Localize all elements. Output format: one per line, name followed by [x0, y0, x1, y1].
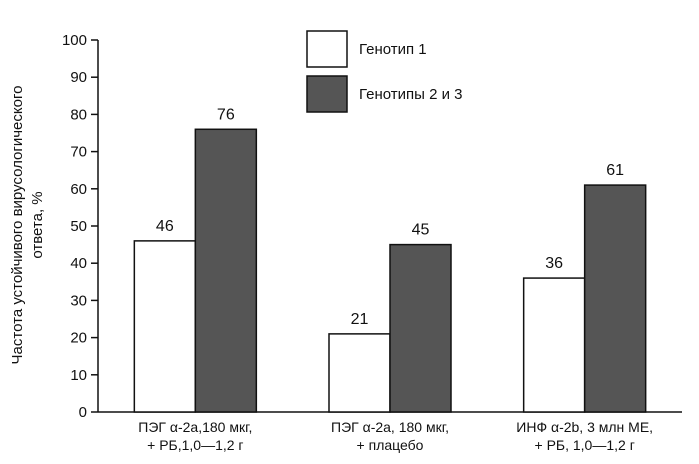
data-label: 46 — [156, 218, 174, 235]
x-axis-categories: ПЭГ α-2а,180 мкг, + РБ,1,0—1,2 г ПЭГ α-2а,… — [138, 419, 653, 453]
category-label: ПЭГ α-2а,180 мкг, + РБ,1,0—1,2 г — [138, 419, 252, 453]
y-tick-label: 60 — [70, 181, 87, 198]
legend-swatch — [306, 30, 348, 68]
data-label: 36 — [545, 255, 563, 272]
data-labels: 46 76 21 45 36 61 — [156, 106, 624, 328]
legend: Генотип 1 Генотипы 2 и 3 — [306, 30, 462, 113]
bars — [133, 128, 647, 413]
y-tick-label: 40 — [70, 255, 87, 272]
legend-label: Генотипы 2 и 3 — [359, 86, 462, 103]
legend-label: Генотип 1 — [359, 41, 427, 58]
data-label: 21 — [351, 311, 369, 328]
y-tick-label: 20 — [70, 330, 87, 347]
category-label: ПЭГ α-2а, 180 мкг, + плацебо — [331, 419, 449, 453]
data-label: 76 — [217, 106, 235, 123]
bar-genotype-2-3 — [583, 184, 647, 413]
data-label: 45 — [412, 222, 430, 239]
y-axis-title: Частота устойчивого вирусологического отв… — [9, 86, 46, 365]
y-tick-label: 50 — [70, 218, 87, 235]
category-label: ИНФ α-2b, 3 млн МЕ, + РБ, 1,0—1,2 г — [516, 419, 653, 453]
bar-genotype-1 — [133, 240, 197, 413]
y-tick-label: 10 — [70, 367, 87, 384]
y-tick-label: 0 — [79, 404, 87, 421]
y-tick-label: 90 — [70, 69, 87, 86]
y-axis-title-text: Частота устойчивого вирусологического отв… — [9, 86, 46, 365]
legend-swatch — [306, 75, 348, 113]
y-tick-label: 30 — [70, 292, 87, 309]
bar-genotype-1 — [328, 333, 391, 413]
y-tick-label: 70 — [70, 144, 87, 161]
bar-genotype-1 — [522, 277, 586, 413]
y-tick-label: 100 — [62, 32, 87, 49]
bar-genotype-2-3 — [389, 243, 452, 413]
data-label: 61 — [606, 162, 624, 179]
y-tick-label: 80 — [70, 106, 87, 123]
bar-genotype-2-3 — [194, 128, 258, 413]
